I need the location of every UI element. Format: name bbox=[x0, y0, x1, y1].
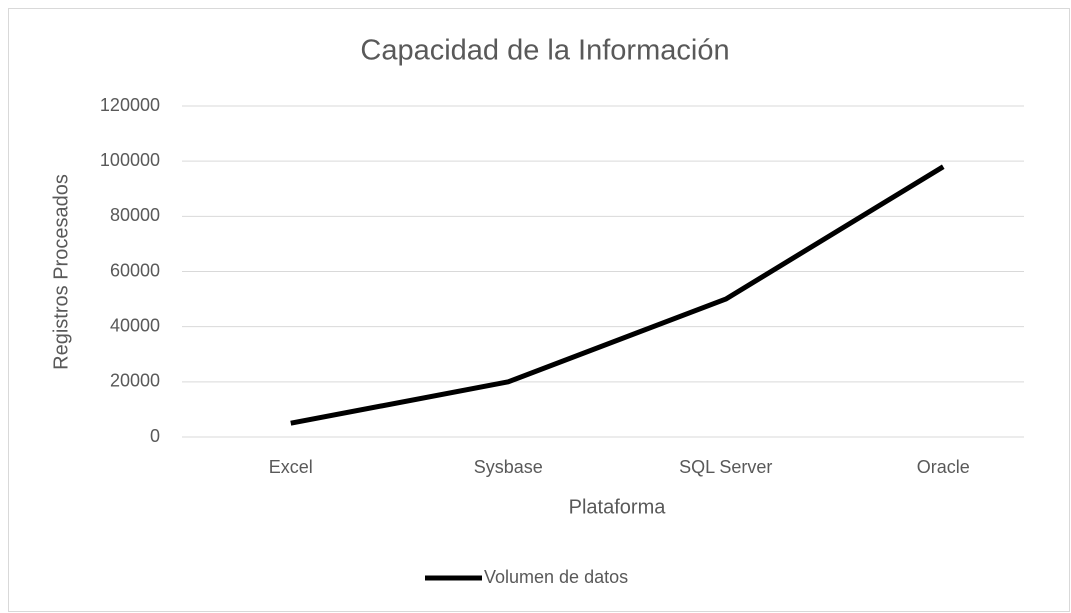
x-axis-label: Plataforma bbox=[569, 496, 667, 518]
y-tick-label: 100000 bbox=[100, 150, 160, 170]
legend-label: Volumen de datos bbox=[484, 567, 628, 587]
x-tick-label: Oracle bbox=[917, 457, 970, 477]
x-tick-label: Excel bbox=[269, 457, 313, 477]
y-tick-label: 60000 bbox=[110, 260, 160, 280]
y-tick-label: 80000 bbox=[110, 205, 160, 225]
chart-title: Capacidad de la Información bbox=[360, 35, 729, 67]
y-tick-label: 20000 bbox=[110, 371, 160, 391]
line-series bbox=[290, 164, 945, 426]
chart-border bbox=[8, 8, 1070, 612]
x-tick-label: Sysbase bbox=[474, 457, 543, 477]
y-axis-label: Registros Procesados bbox=[50, 174, 72, 370]
x-tick-label: SQL Server bbox=[679, 457, 772, 477]
y-tick-label: 40000 bbox=[110, 315, 160, 335]
y-tick-label: 0 bbox=[150, 426, 160, 446]
y-tick-label: 120000 bbox=[100, 95, 160, 115]
